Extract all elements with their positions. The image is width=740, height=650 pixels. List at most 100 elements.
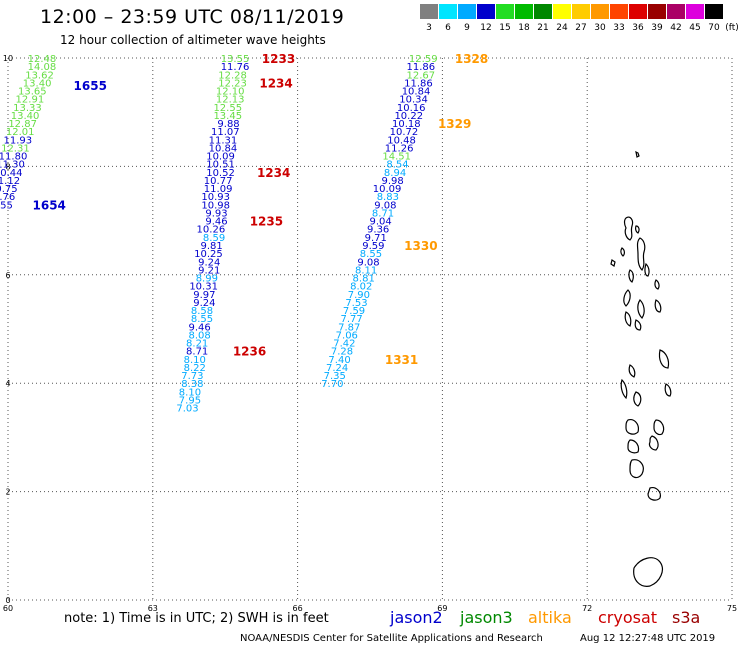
wave-height-label: 10.25 [194,249,223,260]
wave-height-label: 12.59 [409,54,438,65]
wave-height-points: 12.4814.0813.6213.4013.6512.9113.3313.40… [0,54,438,415]
wave-height-label: 10.44 [0,168,22,179]
wave-height-label: 10.16 [397,103,426,114]
wave-height-label: 12.87 [8,119,37,130]
wave-height-label: 10.48 [387,135,416,146]
y-tick-label: 6 [5,271,10,280]
scale-label: 3 [426,23,432,33]
wave-height-label: 13.62 [25,70,54,81]
wave-height-label: 7.42 [333,339,355,350]
wave-height-label: 8.55 [191,314,213,325]
scale-swatch [515,4,533,19]
wave-height-label: 11.07 [211,127,240,138]
plot-grid [7,57,733,601]
wave-height-label: 10.75 [0,184,18,195]
wave-height-label: 8.54 [386,160,408,171]
scale-swatch [667,4,685,19]
wave-height-label: 8.11 [355,265,377,276]
wave-height-label: 12.55 [213,103,242,114]
wave-height-label: 8.10 [184,355,206,366]
wave-height-label: 14.08 [28,62,57,73]
x-tick-label: 75 [727,604,737,613]
legend-s3a: s3a [672,608,701,627]
wave-height-label: 8.99 [196,274,218,285]
y-tick-label: 4 [5,379,10,388]
wave-height-label: 13.65 [18,87,47,98]
wave-height-label: 8.55 [360,249,382,260]
scale-swatch [648,4,666,19]
scale-label: 15 [499,23,511,33]
wave-height-label: 9.46 [188,322,210,333]
wave-height-label: 10.51 [206,160,235,171]
wave-height-label: 11.12 [0,176,20,187]
wave-height-label: 9.36 [367,225,389,236]
wave-height-label: 12.01 [6,127,35,138]
scale-label: 24 [556,23,568,33]
wave-height-label: 12.48 [28,54,57,65]
wave-height-label: 8.08 [188,330,210,341]
wave-height-label: 9.71 [365,233,387,244]
scale-label: 21 [537,23,549,33]
scale-swatch [572,4,590,19]
scale-label: 6 [445,23,451,33]
credit-line: NOAA/NESDIS Center for Satellite Applica… [240,633,543,644]
wave-height-label: 8.83 [377,192,399,203]
wave-height-label: 13.40 [23,78,52,89]
scale-label: 18 [518,23,530,33]
wave-height-label: 7.40 [328,355,350,366]
y-tick-label: 2 [5,488,10,497]
wave-height-label: 9.81 [201,241,223,252]
wave-height-label: 12.28 [218,70,247,81]
wave-height-label: 12.23 [218,78,247,89]
wave-height-label: 13.40 [11,111,40,122]
wave-height-label: 11.93 [3,135,32,146]
wave-height-label: 13.55 [221,54,250,65]
wave-height-label: 8.58 [191,306,213,317]
x-tick-label: 60 [3,604,13,613]
scale-label: 9 [464,23,470,33]
wave-height-label: 8.71 [372,208,394,219]
scale-label: 36 [632,23,644,33]
wave-height-label: 14.51 [382,152,411,163]
coastline-island [635,150,640,158]
wave-height-label: 7.90 [348,290,370,301]
pass-time-label: 1654 [33,198,66,212]
wave-height-label: 11.80 [0,152,27,163]
scale-swatch [686,4,704,19]
wave-height-label: 10.84 [402,87,431,98]
x-tick-label: 72 [582,604,592,613]
wave-height-label: 10.98 [201,200,230,211]
scale-swatch [591,4,609,19]
scale-swatch [553,4,571,19]
wave-height-label: 7.28 [331,347,353,358]
wave-height-label: 10.18 [392,119,421,130]
wave-height-label: 11.86 [404,78,433,89]
legend-jason2: jason2 [390,608,443,627]
map-subtitle: 12 hour collection of altimeter wave hei… [60,33,326,47]
wave-height-label: 8.71 [186,347,208,358]
map-title: 12:00 – 23:59 UTC 08/11/2019 [40,6,345,28]
wave-height-label: 10.09 [373,184,402,195]
y-tick-label: 0 [5,596,10,605]
wave-height-label: 8.22 [184,363,206,374]
wave-height-label: 12.91 [16,95,45,106]
wave-height-label: 11.31 [209,135,238,146]
wave-height-label: 9.93 [205,208,227,219]
wave-height-label: 11.86 [407,62,436,73]
wave-height-label: 9.97 [193,290,215,301]
scale-label: 42 [670,23,682,33]
wave-height-label: 9.24 [193,298,215,309]
wave-height-label: 7.35 [324,371,346,382]
y-tick-label: 10 [3,54,13,63]
scale-label: 70 [708,23,720,33]
wave-height-label: 8.10 [179,387,201,398]
wave-height-label: 10.84 [209,143,238,154]
legend-cryosat: cryosat [598,608,658,627]
wave-height-label: 7.73 [181,371,203,382]
pass-time-label: 1234 [257,166,290,180]
wave-height-label: 13.33 [13,103,42,114]
generation-timestamp: Aug 12 12:27:48 UTC 2019 [580,633,716,644]
scale-label: 39 [651,23,663,33]
x-tick-label: 66 [293,604,303,613]
